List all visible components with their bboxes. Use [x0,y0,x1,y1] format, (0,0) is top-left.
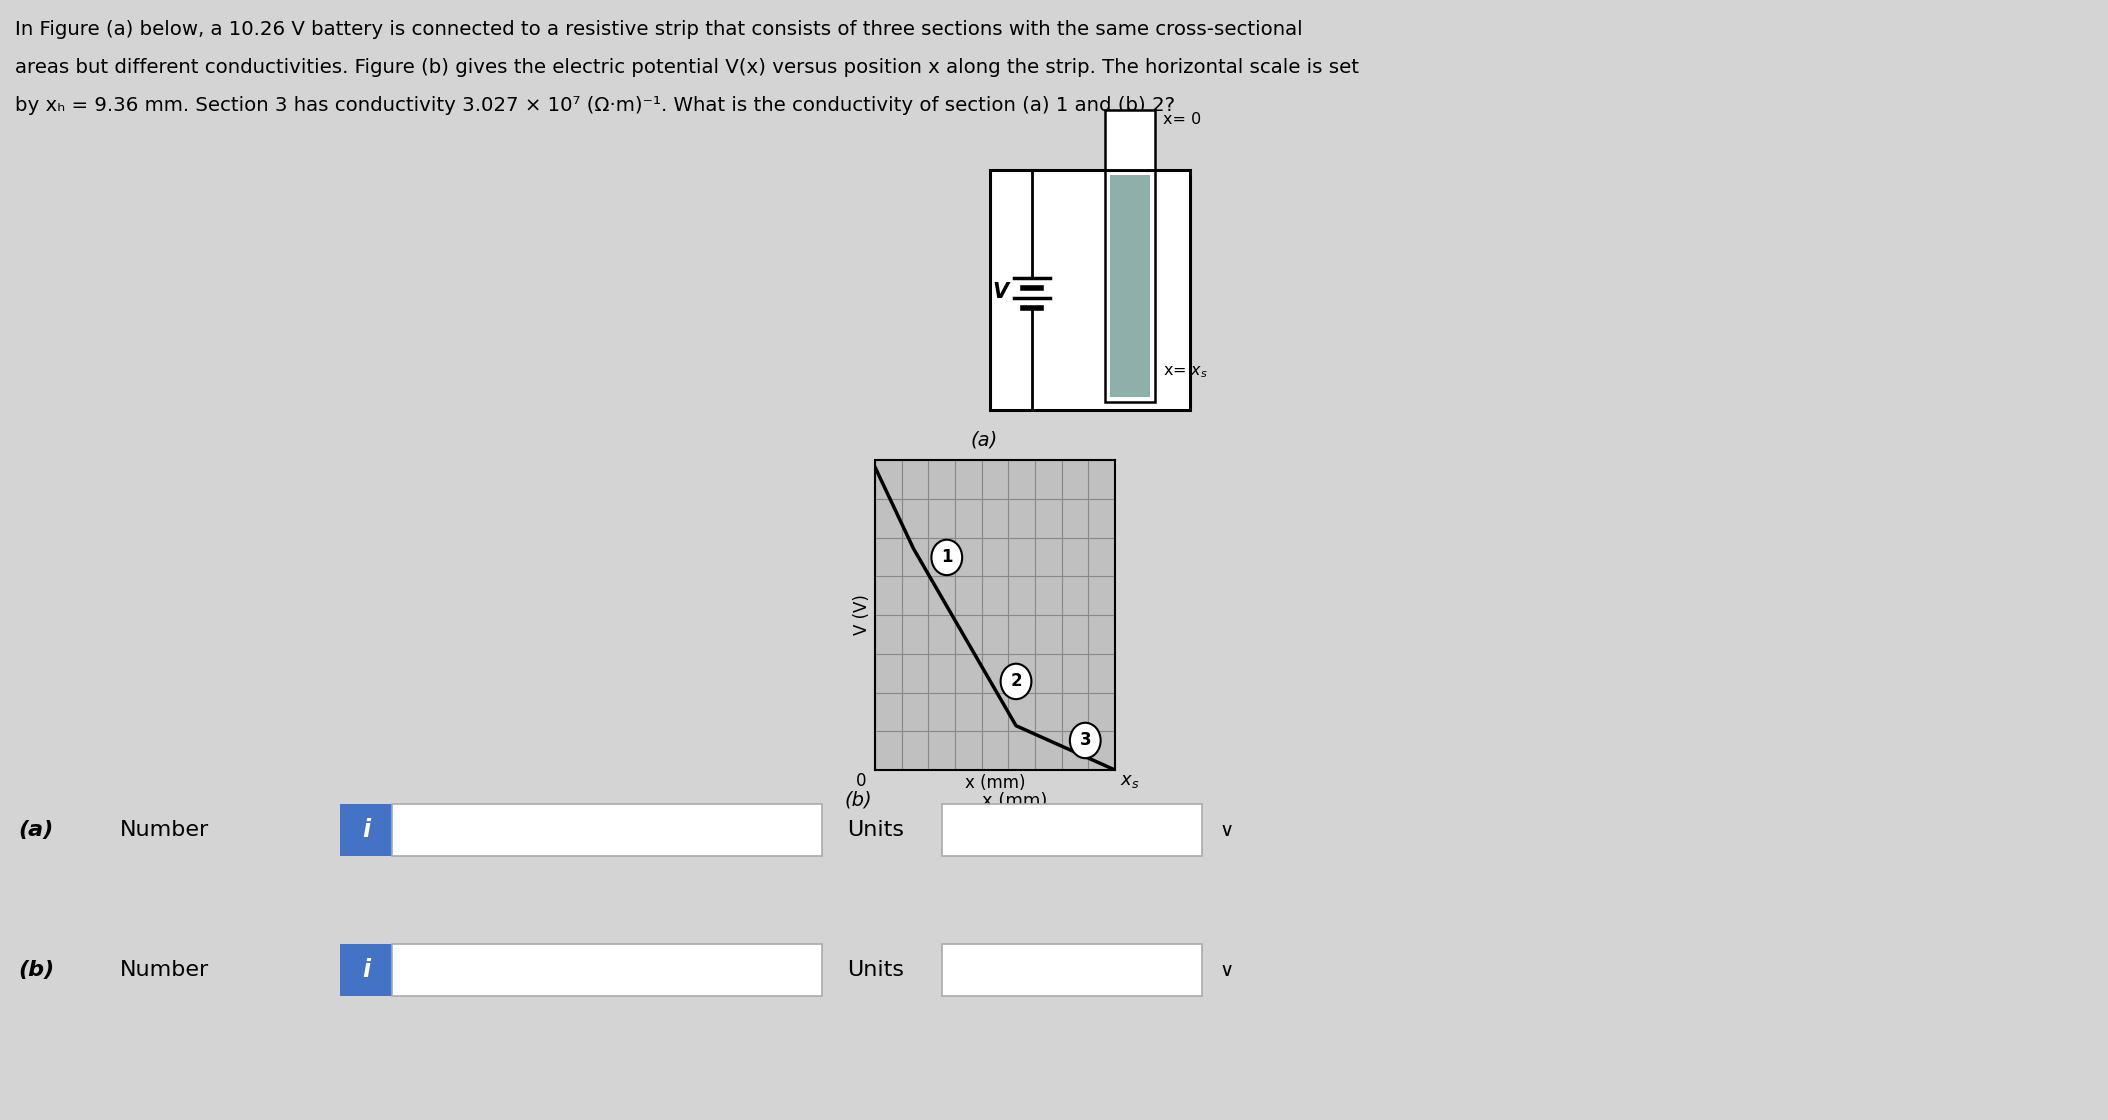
Text: 0: 0 [856,772,866,790]
Circle shape [932,540,961,576]
Text: $x_s$: $x_s$ [1119,772,1140,790]
Bar [942,944,1202,996]
Text: 2: 2 [1010,672,1022,690]
Text: ∨: ∨ [1221,961,1233,980]
Bar [392,804,822,856]
Text: In Figure (a) below, a 10.26 V battery is connected to a resistive strip that co: In Figure (a) below, a 10.26 V battery i… [15,20,1303,39]
Text: Number: Number [120,820,209,840]
Text: i: i [363,958,371,982]
Text: Number: Number [120,960,209,980]
Bar [1105,110,1155,170]
X-axis label: x (mm): x (mm) [965,774,1024,792]
Bar [1111,175,1151,396]
Text: ∨: ∨ [1221,821,1233,840]
Bar [1105,170,1155,402]
Text: 3: 3 [1079,731,1092,749]
Bar [991,170,1191,410]
Bar [392,944,822,996]
Text: x (mm): x (mm) [982,792,1048,810]
Text: i: i [363,818,371,842]
Bar [339,944,392,996]
Text: (a): (a) [19,820,53,840]
Text: (b): (b) [845,790,873,809]
Circle shape [1071,722,1100,758]
Circle shape [1001,664,1031,699]
Text: V: V [993,282,1008,302]
Text: Units: Units [847,820,904,840]
Text: 1: 1 [940,549,953,567]
Text: by xₕ = 9.36 mm. Section 3 has conductivity 3.027 × 10⁷ (Ω·m)⁻¹. What is the con: by xₕ = 9.36 mm. Section 3 has conductiv… [15,96,1174,115]
Bar [942,804,1202,856]
Text: (a): (a) [970,430,997,449]
Text: areas but different conductivities. Figure (b) gives the electric potential V(x): areas but different conductivities. Figu… [15,58,1360,77]
Text: x= $x_s$: x= $x_s$ [1164,364,1208,380]
Y-axis label: V (V): V (V) [854,595,871,635]
Text: x= 0: x= 0 [1164,112,1202,128]
Bar [339,804,392,856]
Text: Units: Units [847,960,904,980]
Text: (b): (b) [19,960,55,980]
